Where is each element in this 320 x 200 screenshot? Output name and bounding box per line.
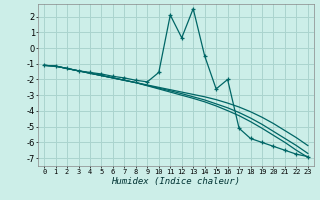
X-axis label: Humidex (Indice chaleur): Humidex (Indice chaleur): [111, 177, 241, 186]
